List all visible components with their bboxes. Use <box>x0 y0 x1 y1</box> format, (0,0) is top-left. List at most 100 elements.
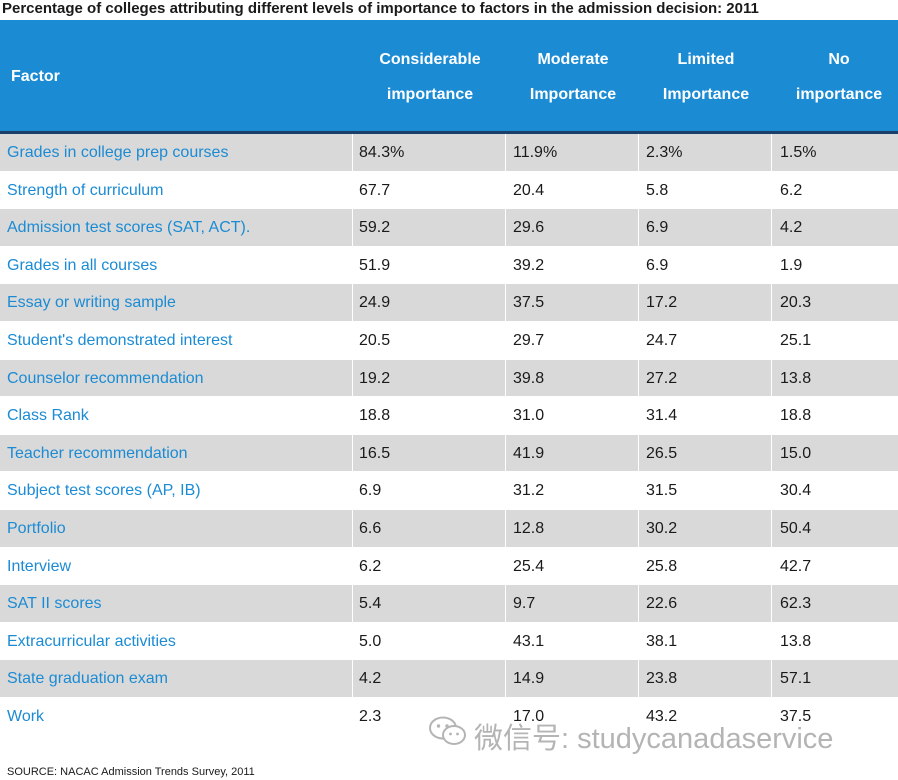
column-separator <box>505 547 506 585</box>
cell-limited: 24.7 <box>646 331 678 349</box>
cell-considerable: 84.3% <box>359 144 405 161</box>
table-row: Teacher recommendation 16.5 41.9 26.5 15.0 <box>0 434 898 473</box>
cell-considerable: 2.3 <box>359 707 382 725</box>
column-separator <box>771 585 772 622</box>
column-separator <box>352 134 353 171</box>
wechat-icon <box>428 715 468 757</box>
cell-factor: Portfolio <box>7 519 66 537</box>
column-separator <box>771 660 772 697</box>
cell-no-importance: 4.2 <box>780 219 803 237</box>
cell-limited: 38.1 <box>646 632 678 650</box>
cell-considerable: 59.2 <box>359 219 391 237</box>
cell-factor: Subject test scores (AP, IB) <box>7 482 201 500</box>
cell-moderate: 9.7 <box>513 595 536 613</box>
column-separator <box>505 585 506 622</box>
table-row: Counselor recommendation 19.2 39.8 27.2 13.8 <box>0 359 898 398</box>
cell-considerable: 20.5 <box>359 331 391 349</box>
header-limited: Limited Importance <box>641 42 771 112</box>
cell-limited: 31.4 <box>646 407 678 425</box>
table-row: Class Rank 18.8 31.0 31.4 18.8 <box>0 397 898 435</box>
cell-no-importance: 13.8 <box>780 632 812 650</box>
cell-factor: Class Rank <box>7 407 89 425</box>
cell-no-importance: 42.7 <box>780 557 812 575</box>
column-separator <box>505 246 506 284</box>
column-separator <box>352 246 353 284</box>
column-separator <box>771 472 772 509</box>
cell-factor: Grades in college prep courses <box>7 144 229 161</box>
cell-moderate: 11.9% <box>513 144 558 161</box>
cell-limited: 2.3% <box>646 144 683 161</box>
table-row: SAT II scores 5.4 9.7 22.6 62.3 <box>0 585 898 623</box>
column-separator <box>771 321 772 359</box>
cell-factor: Admission test scores (SAT, ACT). <box>7 219 251 237</box>
header-moderate-line2: Importance <box>529 86 617 103</box>
cell-moderate: 14.9 <box>513 670 545 688</box>
cell-considerable: 16.5 <box>359 444 391 462</box>
column-separator <box>771 509 772 547</box>
table-header: Factor Considerable importance Moderate … <box>0 20 898 134</box>
column-separator <box>505 209 506 246</box>
column-separator <box>638 171 639 209</box>
cell-considerable: 67.7 <box>359 181 391 199</box>
cell-limited: 27.2 <box>646 369 678 387</box>
cell-limited: 5.8 <box>646 181 669 199</box>
column-separator <box>505 434 506 472</box>
cell-moderate: 12.8 <box>513 519 545 537</box>
header-no: No importance <box>774 42 898 112</box>
column-separator <box>771 134 772 171</box>
column-separator <box>505 697 506 735</box>
cell-considerable: 6.9 <box>359 482 382 500</box>
column-separator <box>505 472 506 509</box>
cell-factor: Grades in all courses <box>7 256 158 274</box>
cell-no-importance: 25.1 <box>780 331 812 349</box>
table-row: Grades in all courses 51.9 39.2 6.9 1.9 <box>0 246 898 285</box>
column-separator <box>771 209 772 246</box>
column-separator <box>771 171 772 209</box>
column-separator <box>505 509 506 547</box>
column-separator <box>638 509 639 547</box>
column-separator <box>771 547 772 585</box>
cell-moderate: 29.6 <box>513 219 545 237</box>
cell-no-importance: 30.4 <box>780 482 812 500</box>
cell-no-importance: 20.3 <box>780 294 812 312</box>
cell-no-importance: 6.2 <box>780 181 803 199</box>
column-separator <box>638 697 639 735</box>
table-row: Portfolio 6.6 12.8 30.2 50.4 <box>0 509 898 548</box>
cell-moderate: 17.0 <box>513 707 545 725</box>
cell-moderate: 37.5 <box>513 294 545 312</box>
column-separator <box>638 359 639 397</box>
column-separator <box>352 321 353 359</box>
table-row: Interview 6.2 25.4 25.8 42.7 <box>0 547 898 586</box>
column-separator <box>771 359 772 397</box>
cell-limited: 17.2 <box>646 294 678 312</box>
column-separator <box>638 134 639 171</box>
column-separator <box>638 397 639 434</box>
cell-no-importance: 62.3 <box>780 595 812 613</box>
cell-moderate: 29.7 <box>513 331 545 349</box>
cell-factor: Teacher recommendation <box>7 444 188 462</box>
table-row: Essay or writing sample 24.9 37.5 17.2 20.3 <box>0 284 898 322</box>
column-separator <box>352 284 353 321</box>
header-no-line2: importance <box>795 86 883 103</box>
column-separator <box>505 660 506 697</box>
cell-considerable: 18.8 <box>359 407 391 425</box>
cell-moderate: 31.0 <box>513 407 545 425</box>
data-table: Factor Considerable importance Moderate … <box>0 20 898 736</box>
column-separator <box>638 622 639 660</box>
cell-no-importance: 1.9 <box>780 256 803 274</box>
cell-considerable: 5.4 <box>359 595 382 613</box>
column-separator <box>638 209 639 246</box>
column-separator <box>352 434 353 472</box>
header-moderate: Moderate Importance <box>508 42 638 112</box>
header-considerable-line2: importance <box>386 86 474 103</box>
cell-no-importance: 37.5 <box>780 707 812 725</box>
cell-limited: 22.6 <box>646 595 678 613</box>
cell-considerable: 51.9 <box>359 256 391 274</box>
table-row: Grades in college prep courses 84.3% 11.9%… <box>0 134 898 172</box>
header-limited-line1: Limited <box>677 51 735 68</box>
column-separator <box>771 397 772 434</box>
cell-moderate: 20.4 <box>513 181 545 199</box>
cell-factor: Strength of curriculum <box>7 181 164 199</box>
header-factor: Factor <box>11 68 60 85</box>
cell-factor: SAT II scores <box>7 595 102 613</box>
